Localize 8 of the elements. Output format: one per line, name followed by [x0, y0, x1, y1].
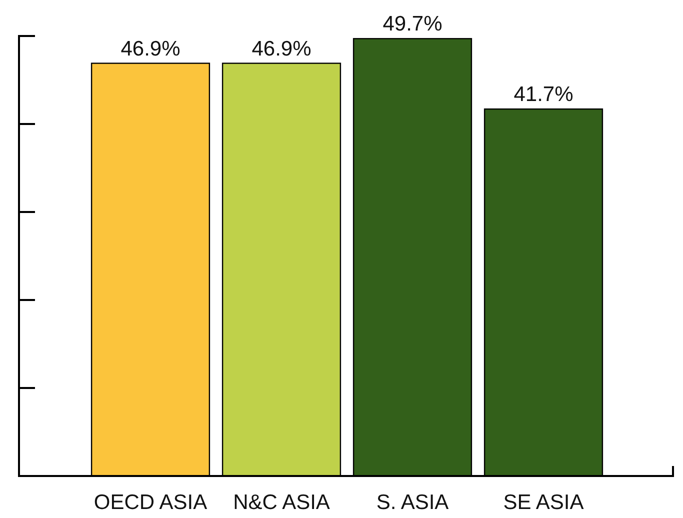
data-label: 46.9% — [120, 37, 180, 60]
data-label: 41.7% — [514, 83, 574, 106]
data-label: 49.7% — [382, 12, 442, 36]
data-label: 46.9% — [252, 37, 312, 60]
x-tick-label: SE ASIA — [503, 491, 584, 514]
x-tick-label: OECD ASIA — [94, 491, 208, 514]
x-tick-label: N&C ASIA — [233, 491, 330, 514]
x-tick-label: S. ASIA — [376, 491, 449, 514]
